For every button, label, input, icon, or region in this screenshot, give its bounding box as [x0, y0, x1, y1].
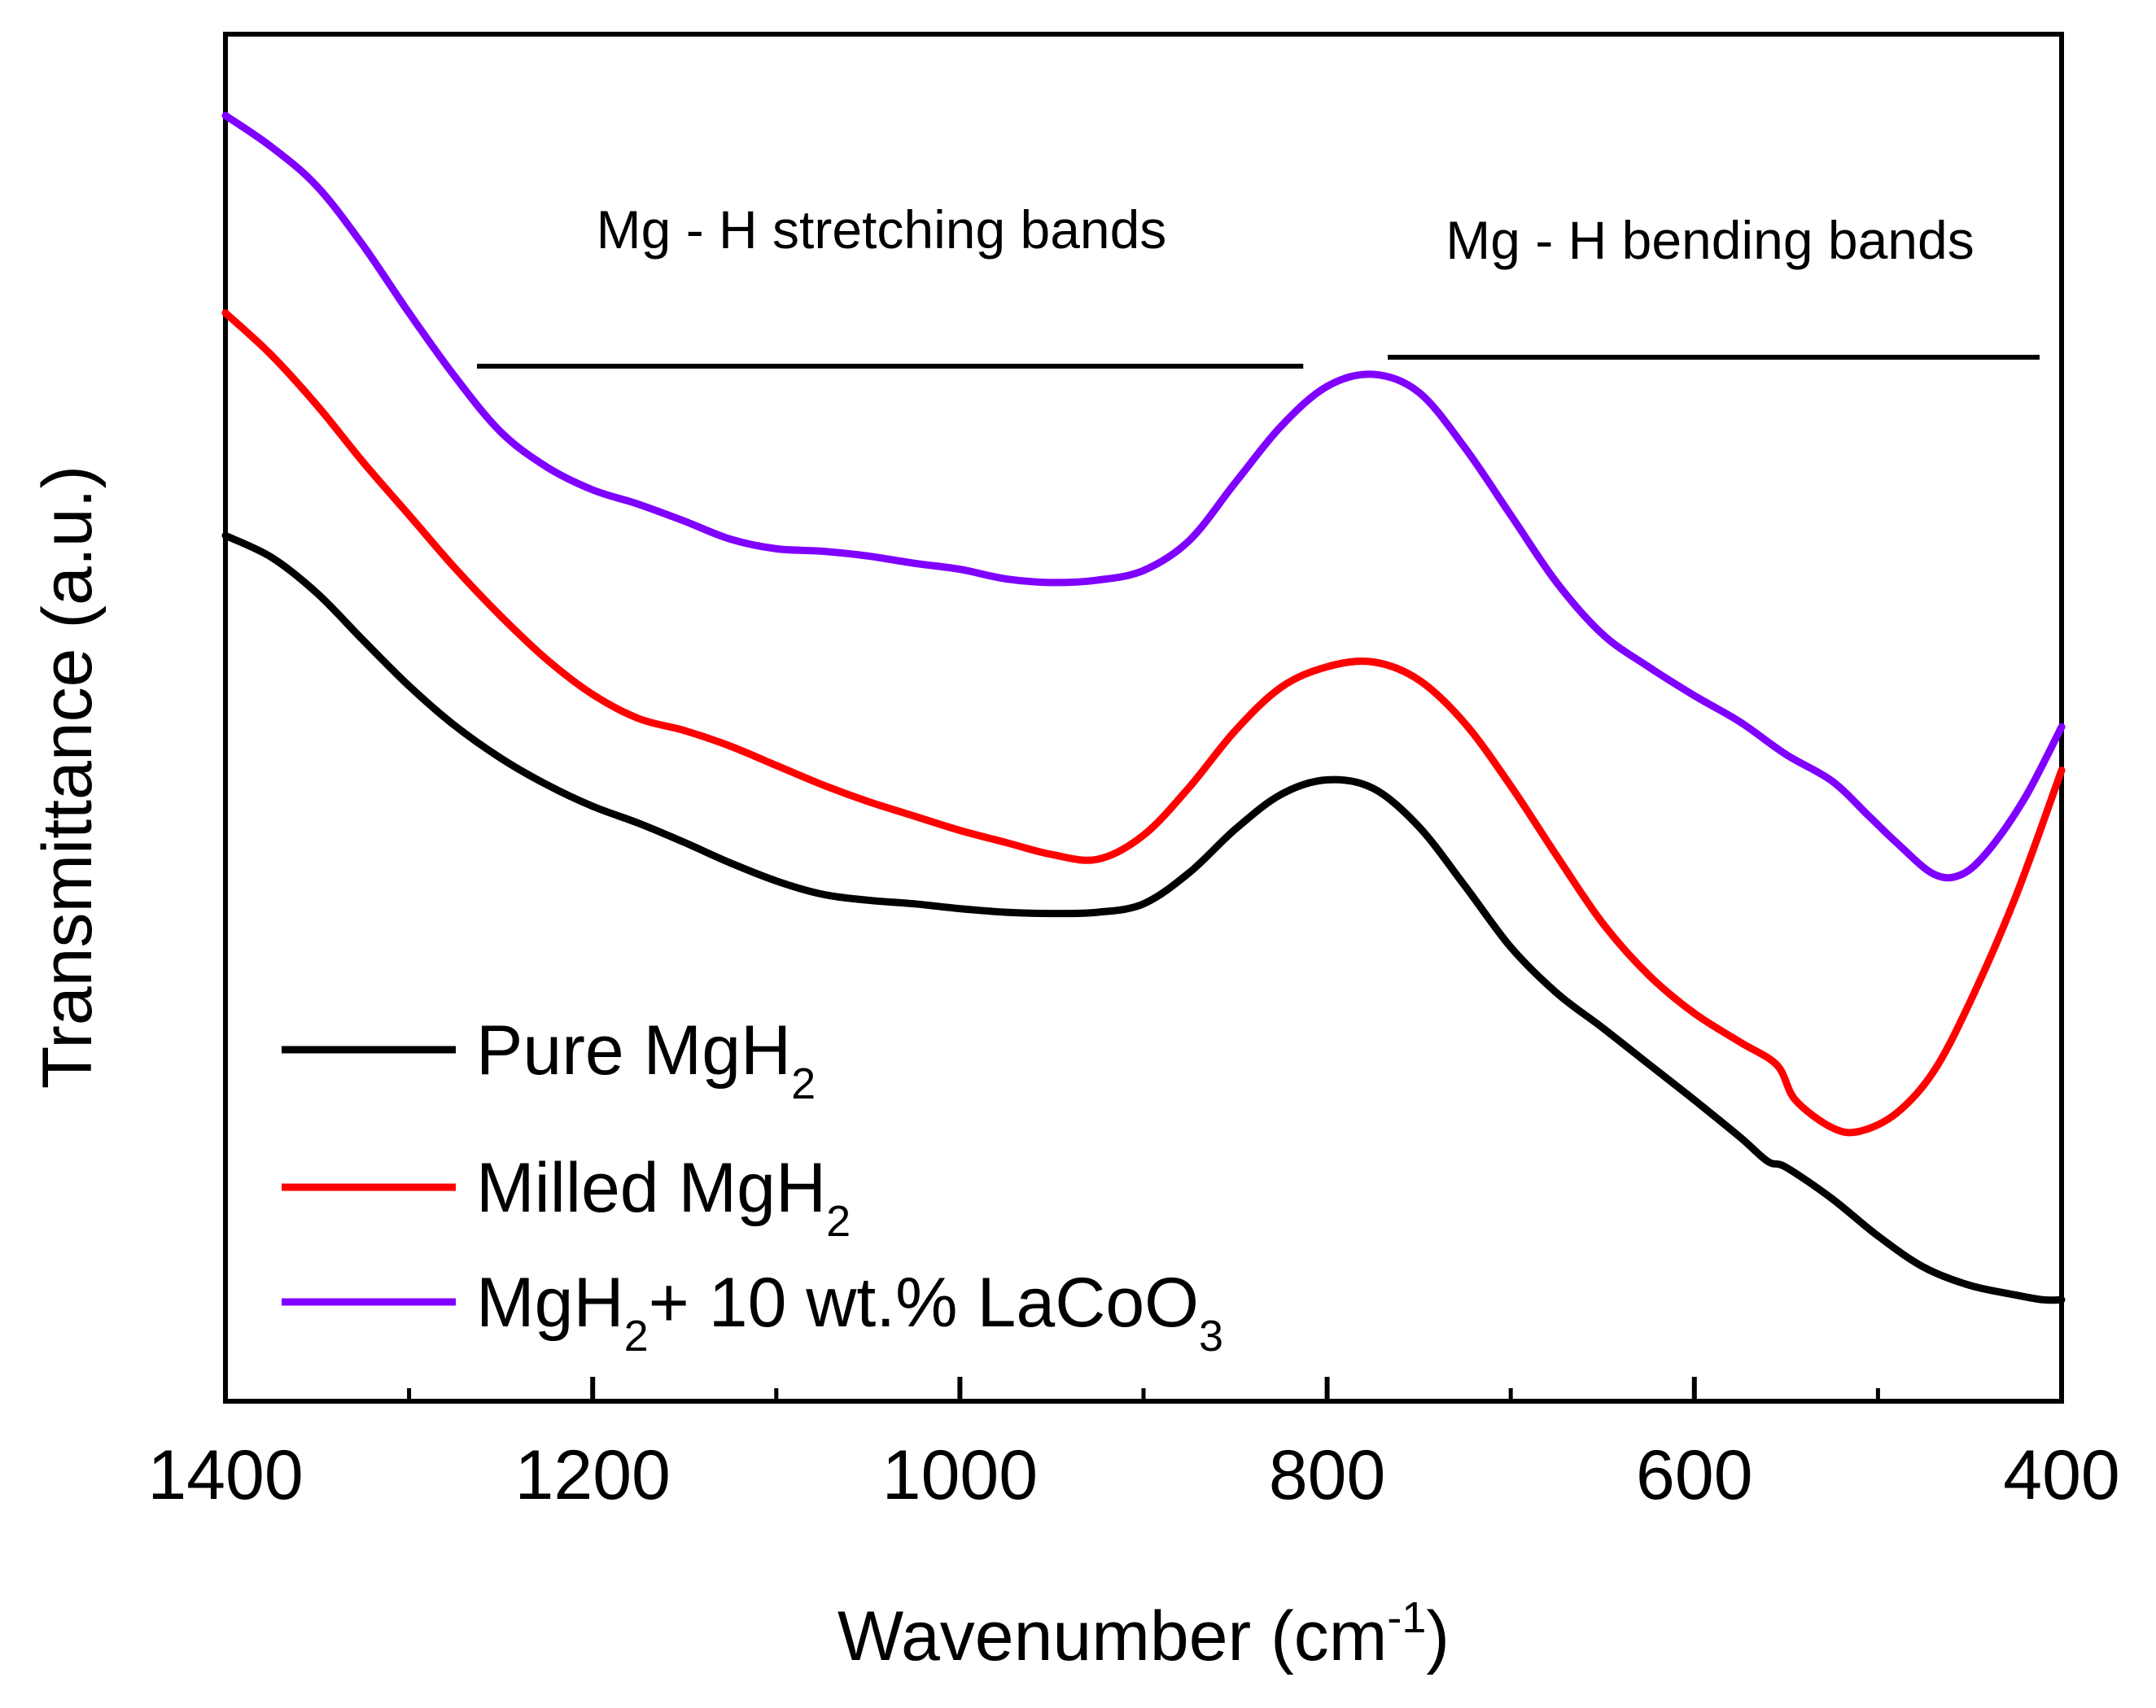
- x-tick-label: 400: [2003, 1436, 2120, 1514]
- x-tick-label: 800: [1269, 1436, 1386, 1514]
- x-axis-label-end: ): [1426, 1597, 1450, 1675]
- series-line-2: [221, 111, 2066, 882]
- band-annotations: Mg - H stretching bands Mg - H bending b…: [477, 199, 2040, 369]
- stretching-bands-label: Mg - H stretching bands: [597, 199, 1167, 260]
- x-axis-tick-labels: 1400 1200 1000 800 600 400: [147, 1436, 2119, 1514]
- y-axis-label: Transmittance (a.u.): [28, 465, 107, 1089]
- legend-label: Pure MgH2: [476, 1011, 816, 1108]
- x-tick-label: 600: [1636, 1436, 1753, 1514]
- series-line-1: [221, 309, 2066, 1137]
- series-lines: [221, 111, 2066, 1304]
- x-axis-label-text: Wavenumber (cm: [837, 1597, 1387, 1675]
- series-line-0: [221, 531, 2066, 1304]
- x-axis-ticks: [223, 1377, 2064, 1401]
- x-tick-label: 1400: [147, 1436, 303, 1514]
- x-axis-label: Wavenumber (cm-1): [837, 1593, 1450, 1675]
- x-tick-label: 1200: [515, 1436, 671, 1514]
- x-tick-label: 1000: [882, 1436, 1038, 1514]
- bending-bands-label: Mg - H bending bands: [1445, 210, 1974, 270]
- legend: Pure MgH2 Milled MgH2 MgH2+ 10 wt.% LaCoO3: [282, 1011, 1223, 1361]
- legend-label: Milled MgH2: [476, 1149, 851, 1246]
- legend-label: MgH2+ 10 wt.% LaCoO3: [476, 1264, 1223, 1361]
- x-axis-label-superscript: -1: [1387, 1593, 1426, 1642]
